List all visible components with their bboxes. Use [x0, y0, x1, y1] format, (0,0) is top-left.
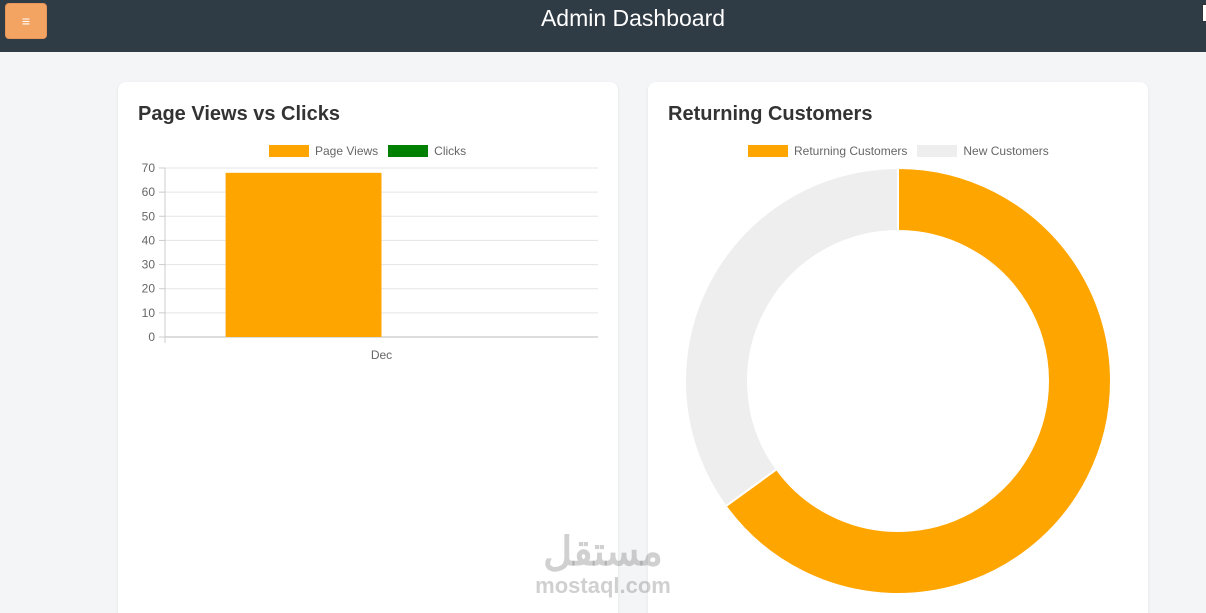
y-tick-label: 50 [142, 209, 156, 223]
legend-swatch [917, 145, 958, 157]
window-corner-indicator [1202, 4, 1206, 22]
y-tick-label: 20 [142, 282, 156, 296]
legend-swatch [748, 145, 788, 157]
top-bar: ≡ Admin Dashboard [0, 0, 1206, 52]
legend-item[interactable]: Clicks [388, 144, 466, 158]
page-views-card-title: Page Views vs Clicks [138, 103, 340, 125]
legend-swatch [388, 145, 429, 157]
legend-label: Page Views [315, 144, 379, 158]
y-tick-label: 60 [142, 185, 156, 199]
bar-page-views[interactable] [225, 172, 382, 337]
returning-customers-doughnut-chart [684, 166, 1112, 595]
page-title: Admin Dashboard [540, 5, 726, 31]
y-tick-label: 70 [142, 161, 156, 175]
doughnut-slice-new-customers[interactable] [684, 166, 899, 508]
doughnut-chart-legend: Returning Customers New Customers [748, 144, 1059, 158]
y-tick-label: 40 [142, 233, 156, 247]
y-tick-label: 10 [142, 306, 156, 320]
returning-customers-card-title: Returning Customers [668, 103, 873, 125]
legend-item[interactable]: Returning Customers [748, 144, 907, 158]
doughnut-slice-returning-customers[interactable] [724, 166, 1112, 595]
legend-label: New Customers [963, 144, 1049, 158]
menu-toggle-button[interactable]: ≡ [5, 3, 47, 39]
page-views-card: Page Views vs Clicks Page Views Clicks 0 1… [118, 82, 618, 613]
y-tick-label: 30 [142, 258, 156, 272]
legend-label: Clicks [434, 144, 467, 158]
legend-item[interactable]: Page Views [269, 144, 378, 158]
legend-swatch [269, 145, 309, 157]
x-tick-label: Dec [371, 348, 392, 362]
y-tick-label: 0 [148, 330, 155, 344]
hamburger-icon: ≡ [21, 13, 31, 29]
legend-item[interactable]: New Customers [917, 144, 1049, 158]
returning-customers-card: Returning Customers Returning Customers N… [648, 82, 1148, 613]
page-views-bar-chart: 0 10 20 30 40 50 60 70 Dec [142, 161, 598, 362]
bar-chart-legend: Page Views Clicks [269, 144, 476, 158]
legend-label: Returning Customers [794, 144, 908, 158]
